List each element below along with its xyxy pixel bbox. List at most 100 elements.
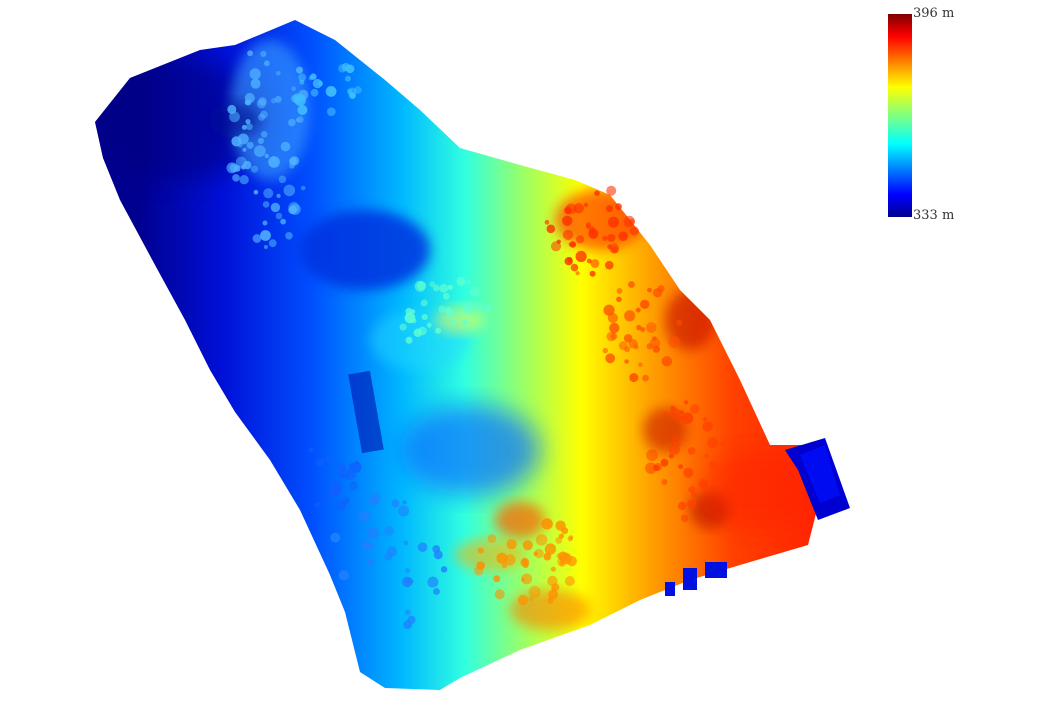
colorbar-max-label: 396 m xyxy=(913,6,955,21)
tree-point xyxy=(433,550,443,560)
tree-point xyxy=(678,501,687,510)
tree-point xyxy=(506,539,517,550)
tree-point xyxy=(417,542,428,552)
tree-point xyxy=(262,220,268,226)
tree-point xyxy=(687,499,697,509)
tree-point xyxy=(417,281,427,291)
tree-point xyxy=(615,203,622,211)
tree-point xyxy=(676,442,682,447)
tree-point xyxy=(271,156,277,161)
tree-point xyxy=(246,141,254,149)
tree-point xyxy=(358,510,370,522)
tree-point xyxy=(689,404,700,414)
tree-point xyxy=(609,243,620,254)
tree-canopy-points xyxy=(226,50,726,629)
tree-point xyxy=(565,203,577,215)
tree-point xyxy=(447,284,453,290)
tree-point xyxy=(433,284,440,292)
tree-point xyxy=(517,594,529,606)
tree-point xyxy=(544,543,557,555)
tree-point xyxy=(246,123,253,131)
tree-point xyxy=(567,536,573,542)
tree-point xyxy=(398,505,410,517)
tree-point xyxy=(315,458,324,467)
tree-point xyxy=(298,73,307,82)
tree-point xyxy=(691,492,697,498)
tree-point xyxy=(570,263,579,272)
tree-point xyxy=(676,319,683,326)
tree-point xyxy=(402,500,407,505)
colorbar-gradient xyxy=(888,14,912,217)
tree-point xyxy=(426,322,432,328)
tree-point xyxy=(663,412,669,417)
tree-point xyxy=(474,566,484,576)
tree-point xyxy=(638,362,643,368)
tree-point xyxy=(427,576,439,588)
tree-point xyxy=(268,239,277,248)
tree-point xyxy=(420,299,428,307)
tree-point xyxy=(707,437,718,448)
tree-point xyxy=(636,324,642,331)
tree-point xyxy=(450,319,456,325)
tree-point xyxy=(562,229,574,240)
tree-point xyxy=(262,201,270,208)
tree-point xyxy=(288,205,298,215)
tree-point xyxy=(661,479,668,485)
tree-point xyxy=(418,326,427,336)
tree-point xyxy=(605,260,614,270)
tree-point xyxy=(310,73,317,80)
tree-point xyxy=(493,575,501,583)
tree-point xyxy=(249,68,261,80)
tree-point xyxy=(522,557,528,564)
tree-point xyxy=(278,175,287,184)
tree-point xyxy=(528,596,534,602)
tree-point xyxy=(602,235,608,241)
tree-point xyxy=(671,435,680,443)
tree-point xyxy=(447,310,455,318)
tree-point xyxy=(504,554,516,566)
tree-point xyxy=(433,588,440,595)
tree-point xyxy=(338,570,349,581)
tree-point xyxy=(589,270,596,277)
south-blue-spots xyxy=(665,562,727,596)
tree-point xyxy=(720,441,726,447)
tree-point xyxy=(668,335,681,348)
tree-point xyxy=(546,224,556,234)
tree-point xyxy=(366,558,375,567)
tree-point xyxy=(463,302,475,314)
tree-point xyxy=(289,157,297,166)
tree-point xyxy=(439,283,449,293)
tree-point xyxy=(534,548,544,559)
tree-point xyxy=(618,231,628,241)
tree-point xyxy=(466,279,471,285)
tree-point xyxy=(653,463,663,472)
tree-point xyxy=(633,344,639,350)
tree-point xyxy=(285,232,293,240)
tree-point xyxy=(297,105,308,115)
tree-point xyxy=(268,156,280,168)
tree-point xyxy=(575,271,580,276)
tree-point xyxy=(429,281,436,288)
tree-point xyxy=(264,153,269,159)
tree-point xyxy=(403,540,409,546)
tree-point xyxy=(550,241,562,252)
tree-point xyxy=(260,131,268,138)
tree-point xyxy=(548,589,558,600)
tree-point xyxy=(325,86,337,97)
tree-point xyxy=(276,70,281,76)
tree-point xyxy=(533,551,538,556)
tree-point xyxy=(242,147,247,152)
tree-point xyxy=(229,111,240,123)
tree-point xyxy=(646,322,657,333)
colorbar-min-label: 333 m xyxy=(913,208,955,223)
tree-point xyxy=(535,534,548,546)
tree-point xyxy=(624,359,629,364)
tree-point xyxy=(330,479,341,491)
tree-point xyxy=(522,540,533,551)
tree-point xyxy=(456,276,466,286)
tree-point xyxy=(618,341,628,350)
tree-point xyxy=(547,575,558,587)
tree-point xyxy=(370,497,375,503)
tree-point xyxy=(698,478,708,489)
tree-point xyxy=(440,566,448,573)
